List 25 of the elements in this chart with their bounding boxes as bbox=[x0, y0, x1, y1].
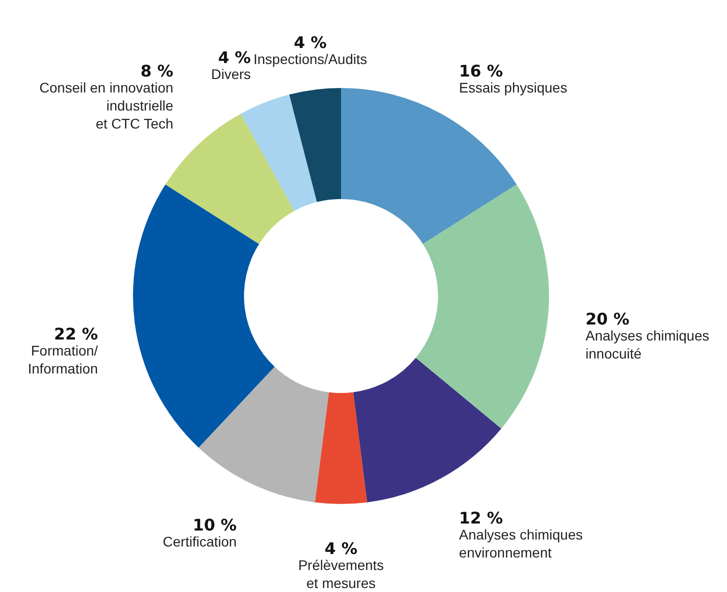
slice-label: Analyses chimiques innocuité bbox=[586, 327, 710, 362]
slice-label: Formation/ Information bbox=[28, 342, 98, 377]
donut-slice bbox=[353, 358, 502, 502]
slice-label: Inspections/Audits bbox=[253, 50, 368, 67]
data-label: 12 % bbox=[459, 508, 503, 528]
data-label: 4 % bbox=[294, 32, 327, 52]
donut-slice bbox=[133, 184, 275, 448]
slice-label: Prélèvements et mesures bbox=[298, 557, 384, 591]
donut-slice bbox=[314, 392, 368, 504]
data-label: 4 % bbox=[324, 539, 358, 558]
donut-slice bbox=[416, 184, 549, 429]
donut-slice bbox=[198, 366, 329, 502]
slice-label: Analyses chimiques environnement bbox=[459, 526, 583, 561]
slice-label: Essais physiques bbox=[459, 79, 568, 96]
data-label: 20 % bbox=[586, 309, 630, 328]
data-label: 8 % bbox=[140, 61, 174, 80]
slice-label: Divers bbox=[211, 66, 251, 82]
slice-label: Certification bbox=[162, 534, 237, 550]
slice-label: Conseil en innovation industrielle et CTC Tech bbox=[39, 79, 174, 132]
data-label: 22 % bbox=[54, 324, 98, 344]
donut-slice bbox=[289, 88, 341, 202]
data-label: 4 % bbox=[218, 48, 251, 68]
data-label: 16 % bbox=[459, 61, 503, 80]
donut-slice bbox=[240, 94, 317, 211]
data-label: 10 % bbox=[192, 516, 237, 535]
